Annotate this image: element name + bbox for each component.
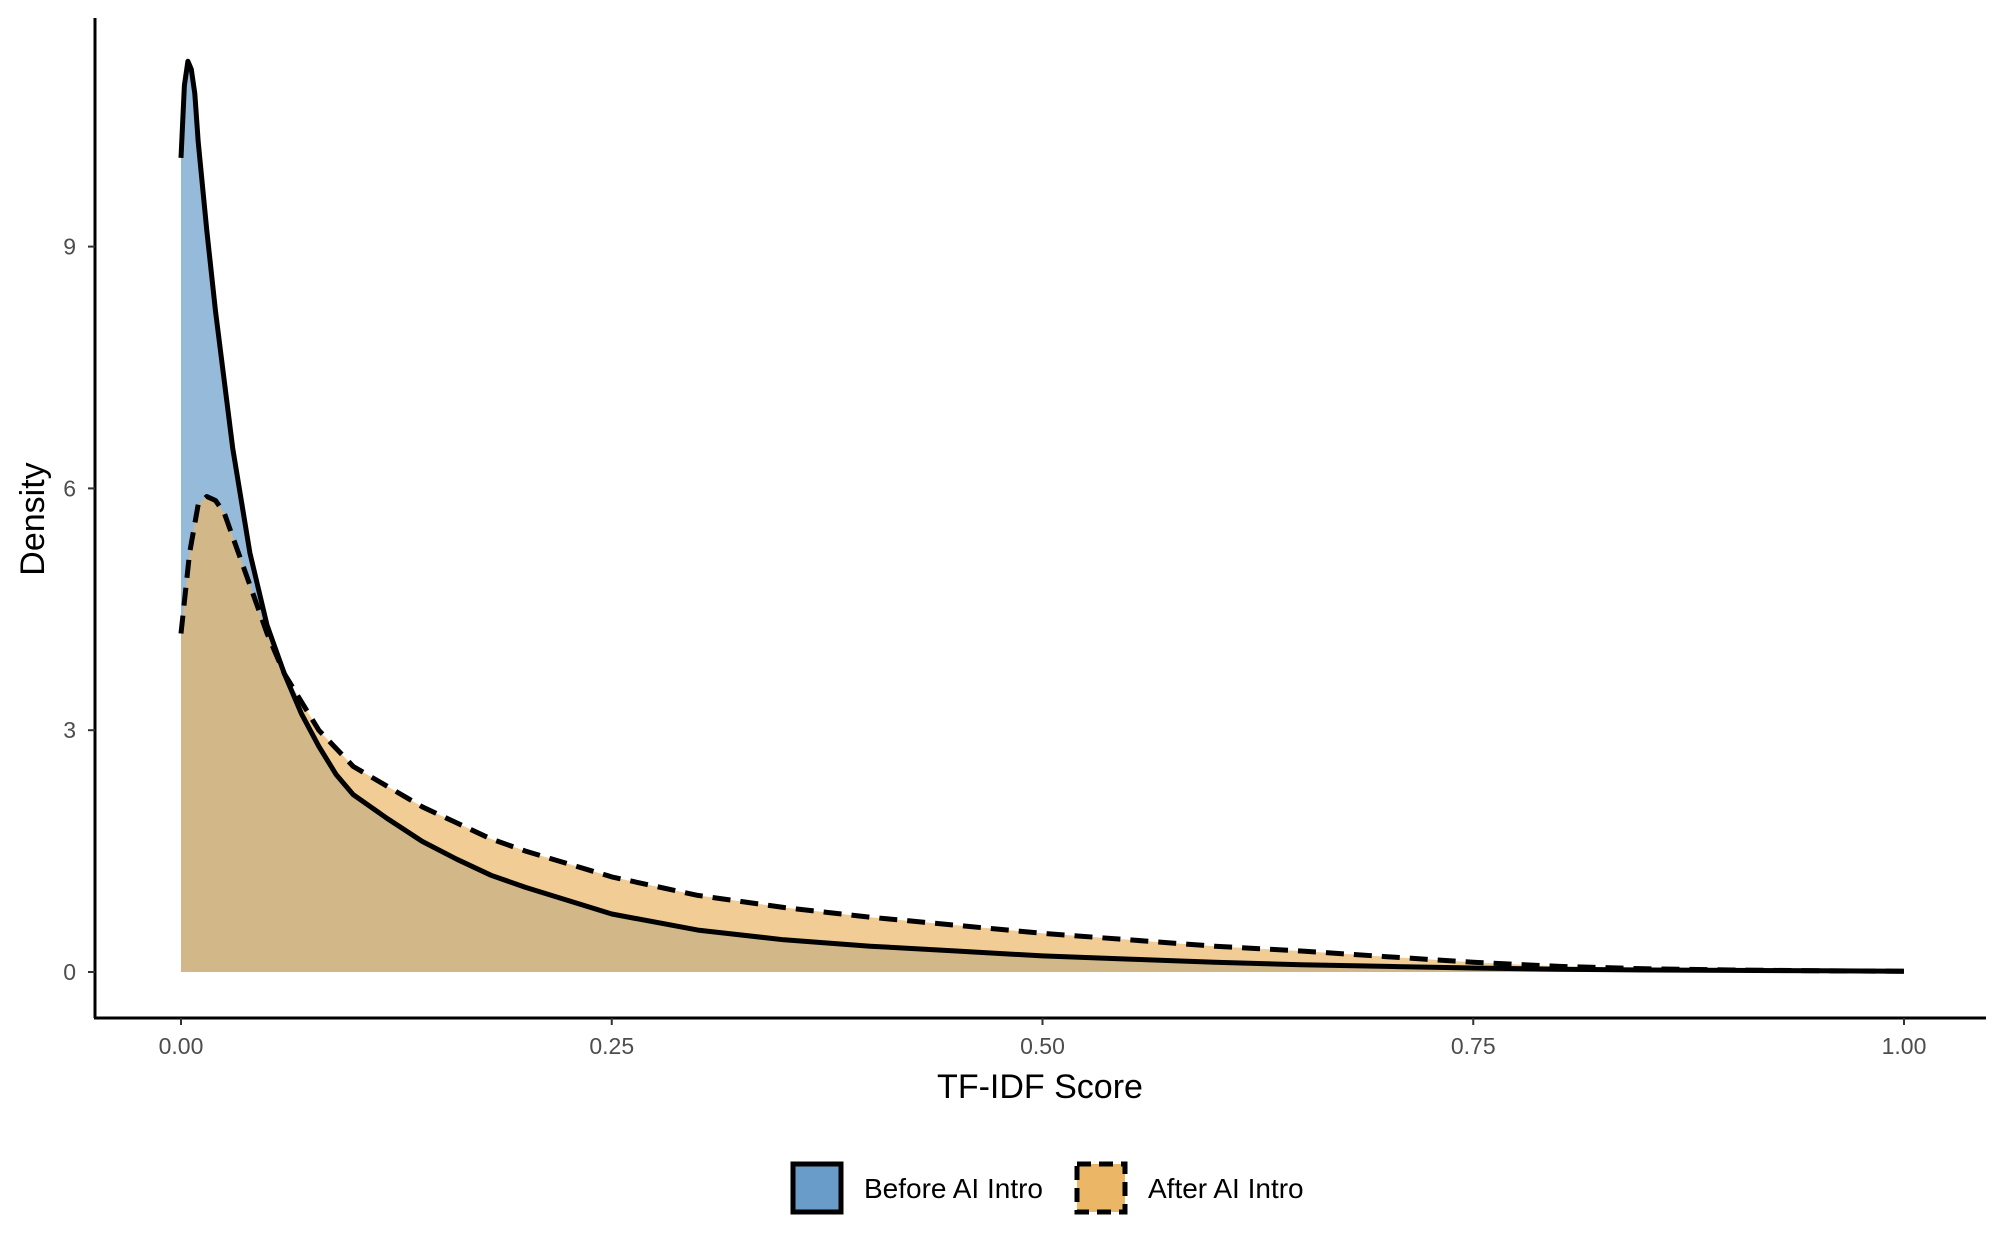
x-tick-label: 1.00 [1882, 1033, 1927, 1059]
legend-key-before [790, 1161, 844, 1215]
x-tick-label: 0.50 [1020, 1033, 1065, 1059]
density-area-after [181, 496, 1904, 972]
density-line-after [178, 494, 1905, 974]
x-tick-label: 0.75 [1451, 1033, 1496, 1059]
density-areas [181, 61, 1904, 972]
legend-key-after [1074, 1161, 1128, 1215]
y-tick-label: 9 [63, 234, 76, 260]
x-axis-title: TF-IDF Score [937, 1068, 1143, 1106]
y-tick-label: 0 [63, 959, 76, 985]
density-line-before [178, 58, 1905, 974]
density-lines [178, 58, 1905, 974]
x-tick-label: 0.25 [589, 1033, 634, 1059]
y-tick-label: 6 [63, 475, 76, 501]
legend: Before AI Intro After AI Intro [790, 1161, 1304, 1215]
x-axis-ticks: 0.00 0.25 0.50 0.75 1.00 [159, 1018, 1927, 1059]
x-tick-label: 0.00 [159, 1033, 204, 1059]
legend-label-after: After AI Intro [1148, 1173, 1304, 1204]
y-tick-label: 3 [63, 717, 76, 743]
y-axis-ticks: 0 3 6 9 [63, 234, 95, 985]
y-axis-title: Density [14, 462, 52, 575]
legend-label-before: Before AI Intro [864, 1173, 1043, 1204]
